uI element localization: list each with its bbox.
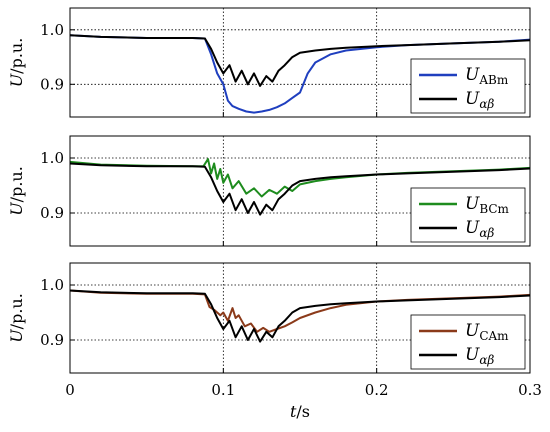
legend-label: UCAm [465,321,509,343]
x-axis-label: t/s [290,402,310,421]
legend-label-sub: CAm [479,329,509,343]
legend-label: UABm [465,65,509,87]
plot-frame [69,262,531,374]
y-axis-unit: /p.u. [7,166,26,202]
legend-label: Uαβ [465,89,494,111]
x-axis-unit: /s [296,402,310,421]
legend-label-sub: αβ [479,226,494,240]
series-line-abm-1 [69,34,531,114]
y-axis-label: U/p.u. [7,38,26,88]
series-line--2 [69,162,531,216]
series-line--2 [69,289,531,343]
legend-label-main: U [465,345,480,365]
plot-frame [69,135,531,247]
series-line-cam-1 [69,289,531,333]
x-tick-label: 0.1 [211,381,235,399]
legend-label-sub: ABm [478,73,508,87]
legend-label-sub: αβ [479,97,494,111]
x-axis-symbol: t [290,402,297,421]
legend-label-main: U [465,89,480,109]
plot-frame [69,7,531,118]
y-tick-label: 1.0 [40,149,64,167]
legend-label-main: U [465,321,480,341]
y-axis-unit: /p.u. [7,293,26,329]
y-tick-label: 1.0 [40,21,64,39]
y-tick-label: 0.9 [40,331,64,349]
y-axis-label: U/p.u. [7,166,26,216]
y-axis-symbol: U [7,202,26,216]
x-tick-label: 0.2 [365,381,389,399]
legend-label: Uαβ [465,218,494,240]
x-tick-label: 0 [65,381,75,399]
y-tick-label: 1.0 [40,276,64,294]
series-line--2 [69,34,531,87]
legend-box [410,187,526,243]
legend-label-main: U [465,65,480,85]
legend-box [410,58,526,114]
y-axis-label: U/p.u. [7,293,26,343]
y-axis-symbol: U [7,73,26,87]
legend-label: Uαβ [465,345,494,367]
legend-label-main: U [465,218,480,238]
x-tick-label: 0.3 [518,381,542,399]
legend-label: UBCm [465,194,510,216]
y-axis-unit: /p.u. [7,38,26,74]
legend-label-sub: BCm [479,202,509,216]
y-tick-label: 0.9 [40,75,64,93]
legend-label-main: U [465,194,480,214]
legend-box [410,314,526,370]
legend-label-sub: αβ [479,353,494,367]
y-tick-label: 0.9 [40,204,64,222]
y-axis-symbol: U [7,329,26,343]
